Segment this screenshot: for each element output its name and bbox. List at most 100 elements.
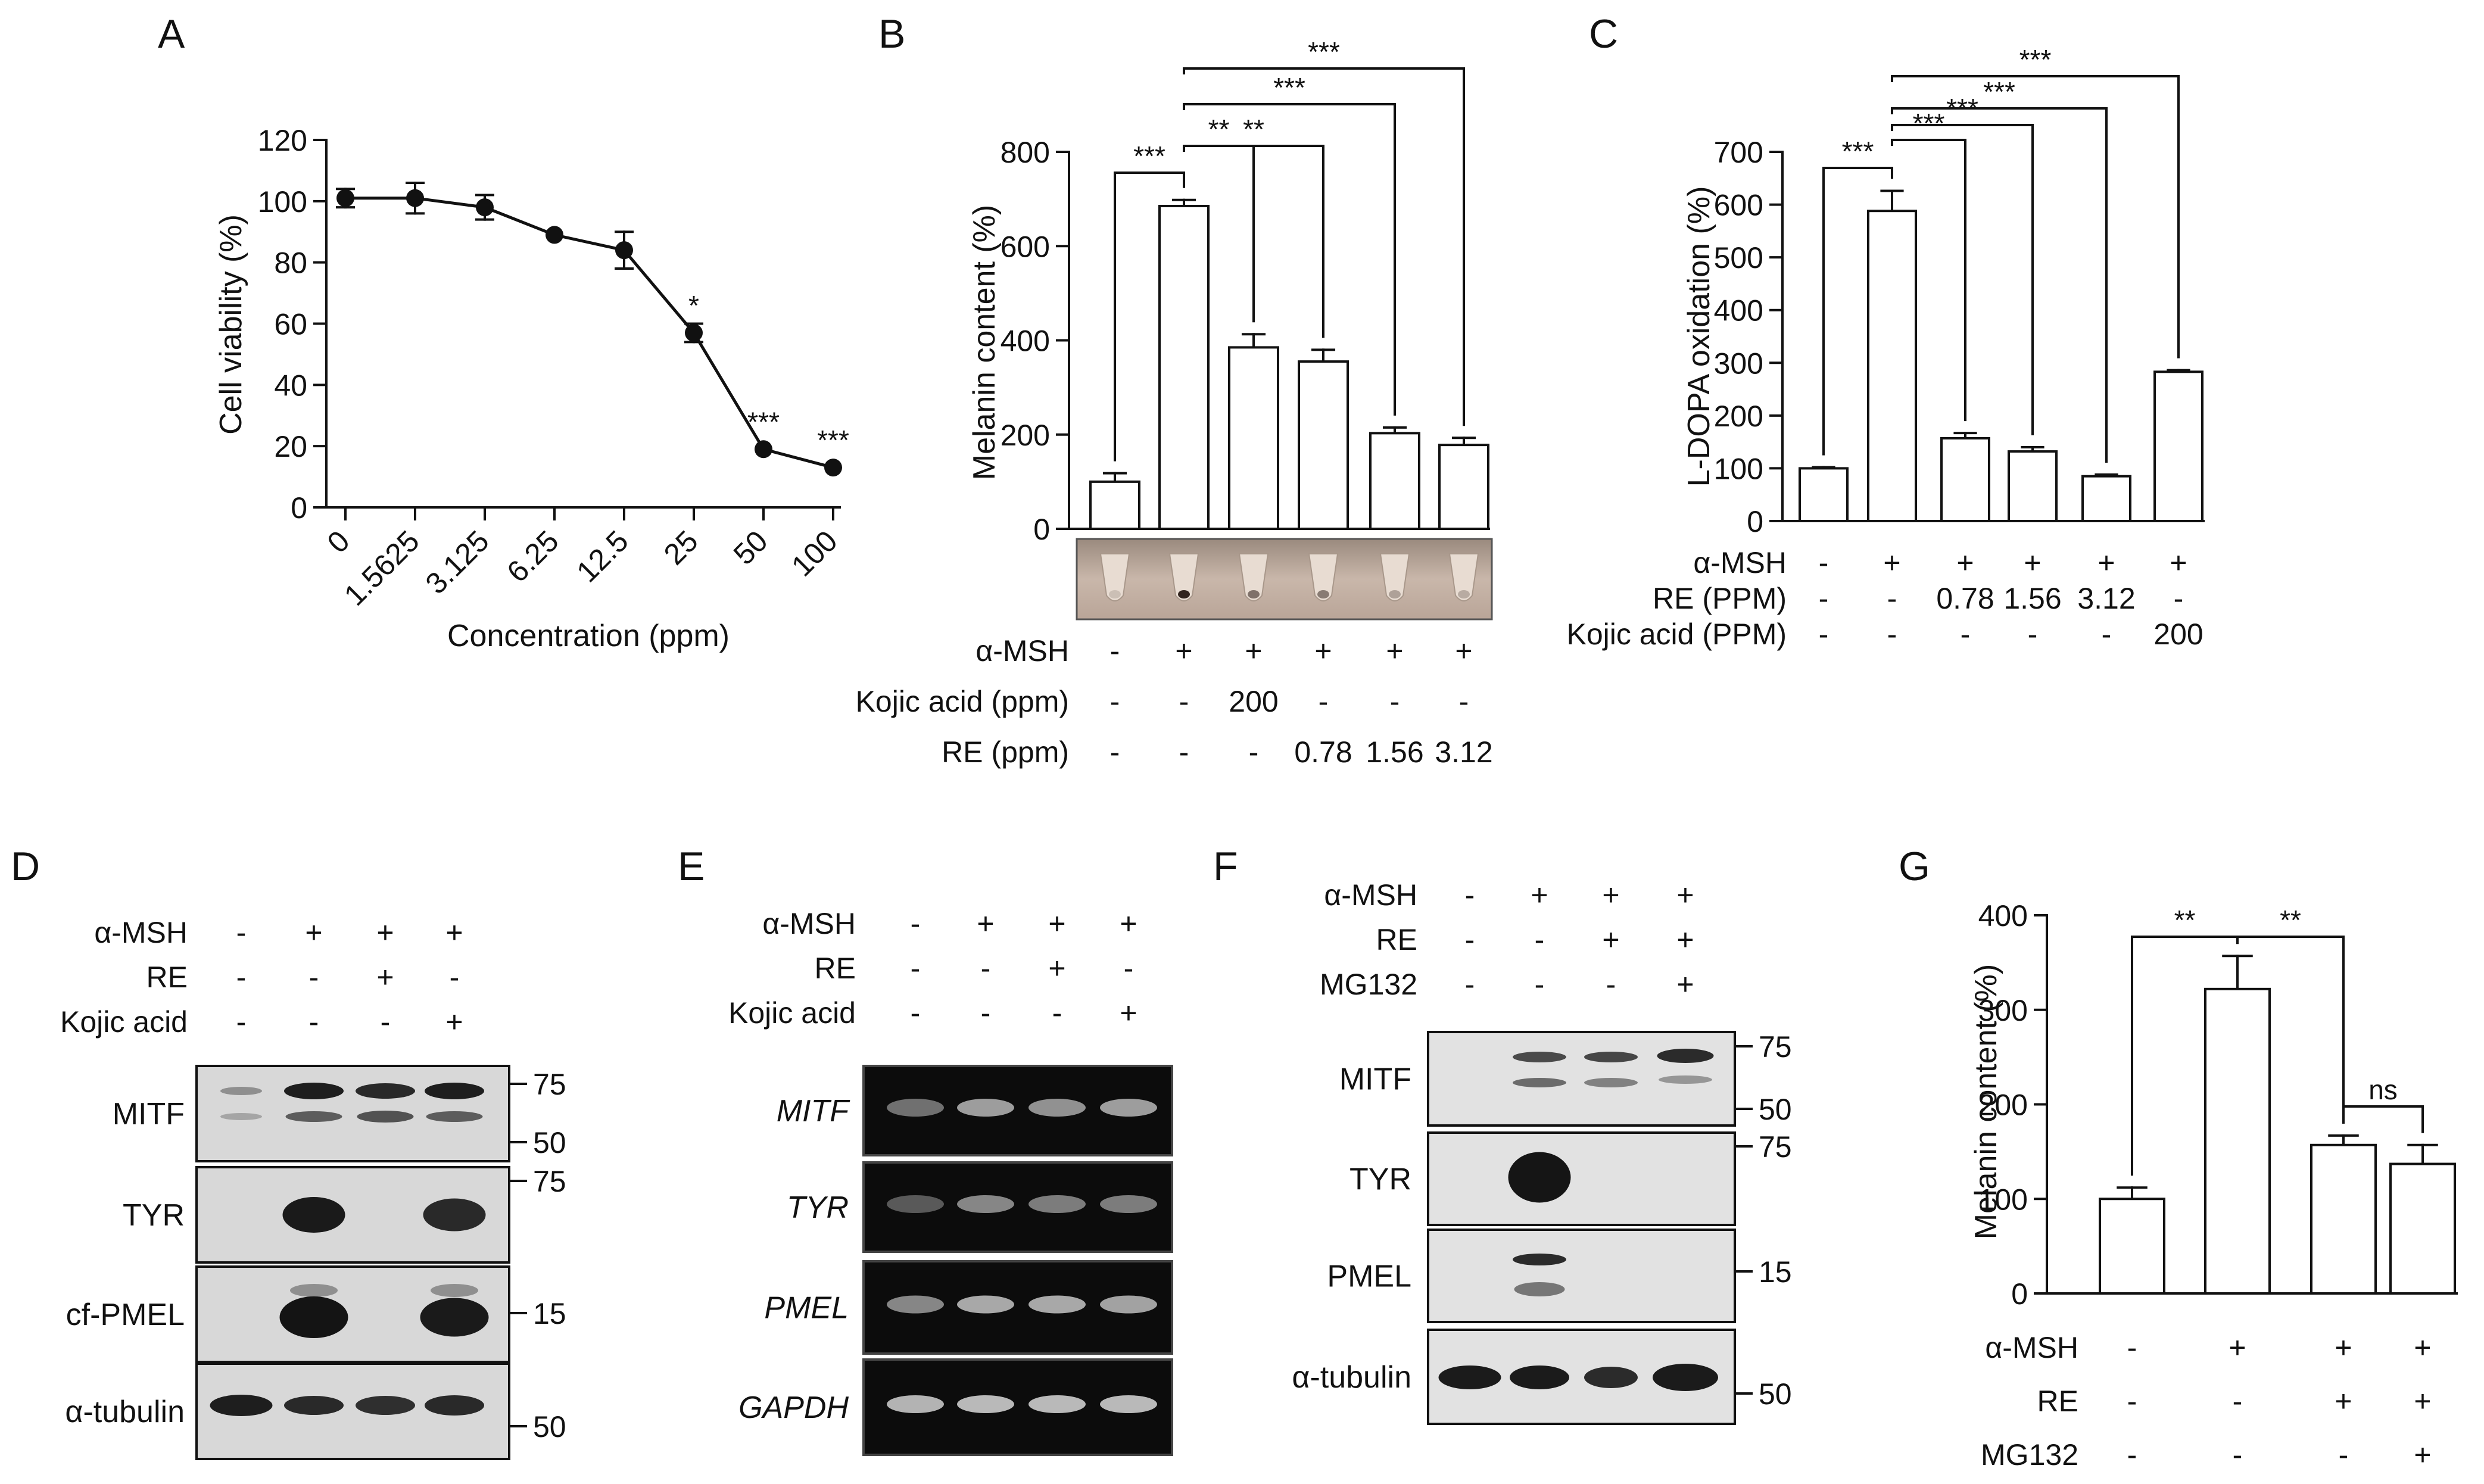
band xyxy=(1653,1364,1718,1391)
y-tick-label: 20 xyxy=(274,430,307,463)
tube xyxy=(1379,553,1410,601)
condition-value: - xyxy=(1606,968,1616,1001)
condition-value: + xyxy=(1175,634,1192,668)
condition-value: - xyxy=(911,996,921,1030)
x-tick-label: 1.5625 xyxy=(338,524,426,612)
condition-value: - xyxy=(1249,735,1259,769)
band xyxy=(285,1111,342,1122)
condition-value: + xyxy=(1314,634,1332,668)
band xyxy=(220,1113,262,1120)
y-tick-label: 400 xyxy=(1978,899,2028,933)
panel-letter-d: D xyxy=(11,844,40,889)
condition-value: + xyxy=(1386,634,1403,668)
y-tick-label: 80 xyxy=(274,247,307,280)
condition-label: RE xyxy=(815,952,856,985)
significance-label: ** xyxy=(2280,905,2301,936)
condition-value: + xyxy=(2024,546,2041,579)
data-point xyxy=(406,189,424,207)
condition-value: + xyxy=(2229,1331,2246,1364)
y-tick-label: 100 xyxy=(1714,452,1763,485)
condition-value: - xyxy=(1535,923,1545,956)
condition-value: - xyxy=(1110,685,1120,718)
condition-value: + xyxy=(1883,546,1900,579)
x-axis-title: Concentration (ppm) xyxy=(447,619,730,653)
blot-row-label: α-tubulin xyxy=(1292,1360,1411,1395)
gel-band xyxy=(1028,1099,1086,1117)
panel-g: 0 100 200 300 400 Melanin content (%) ** ** ns α-… xyxy=(1969,899,2458,1471)
significance-label: * xyxy=(688,290,699,321)
melanin-pellet xyxy=(1178,590,1190,598)
condition-value: + xyxy=(376,916,394,949)
melanin-pellet xyxy=(1458,590,1470,598)
condition-value: - xyxy=(1887,618,1897,651)
condition-value: - xyxy=(981,996,991,1030)
data-point xyxy=(476,198,494,217)
band xyxy=(1513,1052,1566,1062)
condition-value: - xyxy=(1319,685,1329,718)
blot-row-label: MITF xyxy=(1339,1062,1411,1097)
significance-bracket xyxy=(1891,107,2108,463)
condition-value: - xyxy=(2233,1438,2243,1471)
condition-value: + xyxy=(2414,1385,2431,1418)
gel-band xyxy=(887,1295,944,1314)
condition-value: + xyxy=(1531,878,1548,912)
significance-bracket xyxy=(1114,172,1185,462)
gel-row-label: MITF xyxy=(777,1094,851,1128)
gel-band xyxy=(887,1195,944,1213)
tube-photo xyxy=(1076,538,1493,621)
condition-label: RE xyxy=(1376,923,1417,956)
significance-bracket xyxy=(1891,75,2180,358)
condition-value: + xyxy=(1602,878,1619,912)
condition-value: + xyxy=(1120,996,1137,1030)
melanin-pellet xyxy=(1389,590,1401,598)
data-point xyxy=(546,226,563,244)
band xyxy=(425,1395,484,1416)
significance-label: ** xyxy=(2174,905,2196,936)
condition-value: + xyxy=(2414,1331,2431,1364)
condition-value: + xyxy=(2097,546,2115,579)
significance-label: *** xyxy=(1308,36,1340,67)
gel-row-label: TYR xyxy=(787,1190,849,1225)
y-tick-label: 800 xyxy=(1001,136,1050,169)
gel-band xyxy=(887,1099,944,1117)
significance-bracket xyxy=(1183,67,1465,426)
significance-label: *** xyxy=(817,425,849,456)
band xyxy=(357,1111,414,1123)
y-tick-label: 400 xyxy=(1001,325,1050,358)
significance-bracket xyxy=(1891,124,2034,435)
band xyxy=(210,1395,273,1416)
bar xyxy=(1940,437,1990,523)
gel-band xyxy=(1028,1395,1086,1413)
y-tick-label: 0 xyxy=(1033,513,1050,546)
condition-label: α-MSH xyxy=(1324,878,1417,912)
tube xyxy=(1448,553,1479,601)
band xyxy=(431,1284,478,1297)
band xyxy=(425,1083,484,1099)
condition-value: 1.56 xyxy=(2003,582,2061,615)
gel-band xyxy=(1100,1295,1157,1314)
condition-value: + xyxy=(2335,1385,2352,1418)
y-tick-label: 100 xyxy=(258,185,307,219)
condition-value: - xyxy=(2028,618,2038,651)
panel-letter-f: F xyxy=(1213,844,1238,889)
x-tick-label: 25 xyxy=(657,524,705,571)
condition-value: + xyxy=(1120,907,1137,940)
condition-value: + xyxy=(2170,546,2187,579)
x-tick-label: 3.125 xyxy=(419,524,495,600)
bar xyxy=(1158,204,1210,530)
condition-value: 0.78 xyxy=(1936,582,1994,615)
bar xyxy=(1438,444,1489,530)
condition-value: - xyxy=(1124,952,1134,985)
blot-row-label: TYR xyxy=(1349,1162,1411,1197)
panel-letter-a: A xyxy=(158,11,185,57)
gel-band xyxy=(957,1099,1014,1117)
size-marker-label: 50 xyxy=(533,1410,566,1444)
data-point xyxy=(685,323,703,342)
y-tick-label: 700 xyxy=(1714,136,1763,169)
significance-label: ** xyxy=(1208,114,1230,145)
significance-bracket xyxy=(1822,167,1893,456)
significance-label: *** xyxy=(1842,136,1874,167)
size-marker-label: 50 xyxy=(533,1126,566,1159)
bar xyxy=(2099,1198,2165,1295)
